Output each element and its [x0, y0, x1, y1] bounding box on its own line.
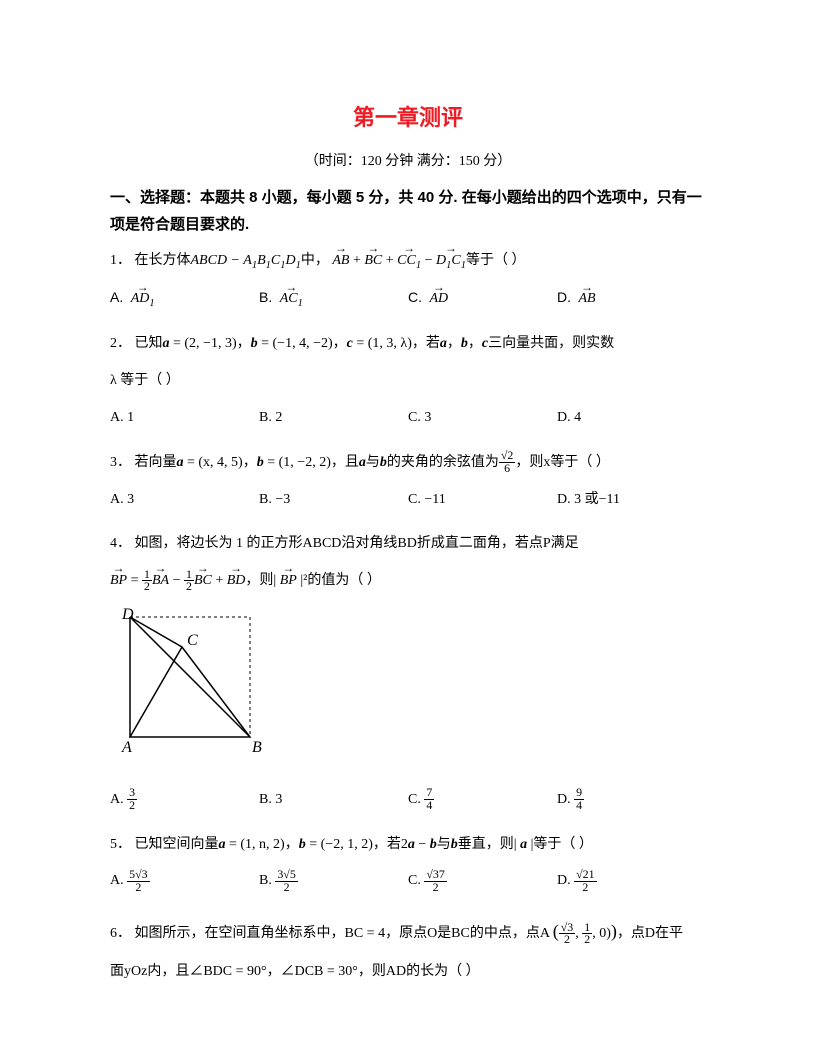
- q2-text: 2． 已知a = (2, −1, 3)，b = (−1, 4, −2)，c = …: [110, 329, 706, 360]
- q5-num: 5．: [110, 837, 131, 852]
- q3-num: 3．: [110, 455, 131, 470]
- q2-pre: 已知: [135, 336, 163, 351]
- q5-opt-d: D. √212: [557, 866, 706, 897]
- q4-opt-a: A. 32: [110, 785, 259, 816]
- q4-opt-b: B. 3: [259, 785, 408, 816]
- question-3: 3． 若向量a = (x, 4, 5)，b = (1, −2, 2)，且a与b的…: [110, 448, 706, 516]
- section-header: 一、选择题：本题共 8 小题，每小题 5 分，共 40 分. 在每小题给出的四个…: [110, 184, 706, 238]
- q4-num: 4．: [110, 536, 131, 551]
- q5-opt-b: B. 3√52: [259, 866, 408, 897]
- q3-opt-d: D. 3 或−11: [557, 485, 706, 516]
- q1-post: 等于（ ）: [466, 253, 526, 268]
- q1-opt-b: B. AC1: [259, 282, 408, 315]
- q4-options: A. 32 B. 3 C. 74 D. 94: [110, 785, 706, 816]
- q1-opt-c: C. AD: [408, 282, 557, 315]
- label-b: B: [252, 739, 262, 756]
- q3-opt-c: C. −11: [408, 485, 557, 516]
- q1-text: 1． 在长方体ABCD − A1B1C1D1中， AB + BC + CC1 −…: [110, 246, 706, 277]
- q6-line2: 面yOz内，且∠BDC = 90°，∠DCB = 30°，则AD的长为（ ）: [110, 957, 706, 988]
- q4-opt-d: D. 94: [557, 785, 706, 816]
- q6-line1: 6． 如图所示，在空间直角坐标系中，BC = 4，原点O是BC的中点，点A (√…: [110, 911, 706, 951]
- label-a: A: [121, 739, 132, 756]
- question-6: 6． 如图所示，在空间直角坐标系中，BC = 4，原点O是BC的中点，点A (√…: [110, 911, 706, 988]
- question-1: 1． 在长方体ABCD − A1B1C1D1中， AB + BC + CC1 −…: [110, 246, 706, 316]
- q2-opt-c: C. 3: [408, 403, 557, 434]
- subtitle: （时间：120 分钟 满分：150 分）: [110, 151, 706, 173]
- question-5: 5． 已知空间向量a = (1, n, 2)，b = (−2, 1, 2)，若2…: [110, 830, 706, 898]
- q5-opt-c: C. √372: [408, 866, 557, 897]
- q2-opt-b: B. 2: [259, 403, 408, 434]
- q5-text: 5． 已知空间向量a = (1, n, 2)，b = (−2, 1, 2)，若2…: [110, 830, 706, 861]
- q3-opt-a: A. 3: [110, 485, 259, 516]
- question-4: 4． 如图，将边长为 1 的正方形ABCD沿对角线BD折成直二面角，若点P满足 …: [110, 529, 706, 815]
- q1-opt-a: A. AD1: [110, 282, 259, 315]
- q2-text2: λ 等于（ ）: [110, 366, 706, 397]
- label-c: C: [187, 632, 198, 649]
- q3-pre: 若向量: [135, 455, 177, 470]
- question-2: 2． 已知a = (2, −1, 3)，b = (−1, 4, −2)，c = …: [110, 329, 706, 433]
- q2-num: 2．: [110, 336, 131, 351]
- q3-opt-b: B. −3: [259, 485, 408, 516]
- q2-opt-a: A. 1: [110, 403, 259, 434]
- q1-mid: 中，: [301, 253, 329, 268]
- q4-opt-c: C. 74: [408, 785, 557, 816]
- q2-opt-d: D. 4: [557, 403, 706, 434]
- q1-num: 1．: [110, 253, 131, 268]
- label-d: D: [121, 607, 134, 623]
- q3-options: A. 3 B. −3 C. −11 D. 3 或−11: [110, 485, 706, 516]
- q3-text: 3． 若向量a = (x, 4, 5)，b = (1, −2, 2)，且a与b的…: [110, 448, 706, 479]
- q4-line2: BP = 12BA − 12BC + BD，则| BP |²的值为（ ）: [110, 566, 706, 597]
- q5-options: A. 5√32 B. 3√52 C. √372 D. √212: [110, 866, 706, 897]
- q6-num: 6．: [110, 926, 131, 941]
- q4-diagram: D C A B: [110, 607, 706, 775]
- page-title: 第一章测评: [110, 100, 706, 135]
- q1-options: A. AD1 B. AC1 C. AD D. AB: [110, 282, 706, 315]
- q1-opt-d: D. AB: [557, 282, 706, 315]
- q5-opt-a: A. 5√32: [110, 866, 259, 897]
- q1-pre: 在长方体: [135, 253, 191, 268]
- q2-options: A. 1 B. 2 C. 3 D. 4: [110, 403, 706, 434]
